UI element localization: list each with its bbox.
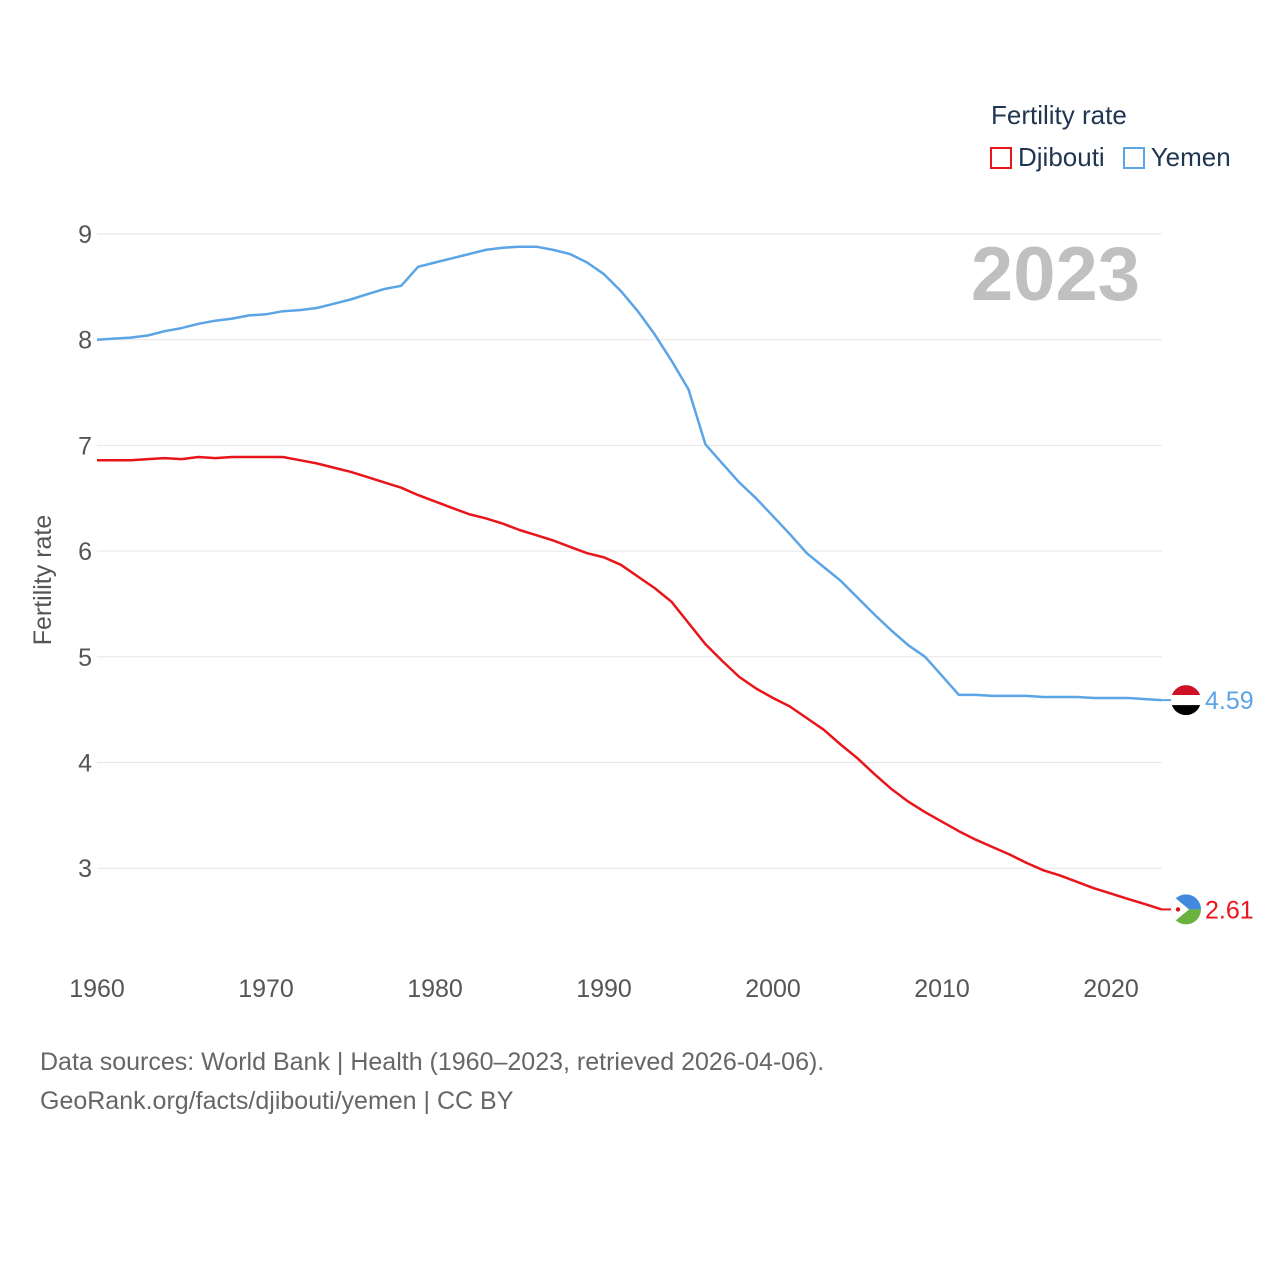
- end-value-labels: 2.61 4.59: [1205, 687, 1254, 924]
- y-tick-label: 9: [78, 221, 92, 249]
- y-tick-label: 7: [78, 432, 92, 460]
- x-tick-label: 2020: [1083, 975, 1139, 1003]
- end-label-yemen: 4.59: [1205, 687, 1254, 715]
- footer-sources: Data sources: World Bank | Health (1960–…: [40, 1048, 825, 1076]
- legend-title: Fertility rate: [991, 100, 1127, 130]
- footer-link[interactable]: GeoRank.org/facts/djibouti/yemen | CC BY: [40, 1087, 514, 1115]
- x-tick-label: 2000: [745, 975, 801, 1003]
- legend-item-yemen[interactable]: Yemen: [1122, 142, 1231, 173]
- legend-item-djibouti[interactable]: Djibouti: [990, 142, 1105, 173]
- legend: Djibouti Yemen: [990, 142, 1249, 173]
- legend-swatch-djibouti: [990, 146, 1012, 169]
- footer: Data sources: World Bank | Health (1960–…: [40, 1043, 824, 1121]
- y-tick-label: 3: [78, 855, 92, 883]
- x-tick-label: 1970: [238, 975, 294, 1003]
- y-axis-ticks: 3 4 5 6 7 8 9: [78, 221, 92, 883]
- end-markers: [1171, 685, 1201, 925]
- legend-label-djibouti: Djibouti: [1018, 142, 1105, 172]
- y-tick-label: 8: [78, 327, 92, 355]
- y-tick-label: 6: [78, 538, 92, 566]
- legend-swatch-yemen: [1122, 146, 1145, 169]
- yemen-flag-icon: [1171, 685, 1201, 716]
- legend-label-yemen: Yemen: [1150, 142, 1231, 172]
- y-tick-label: 5: [78, 644, 92, 672]
- grid-lines: [97, 233, 1162, 869]
- series-line-yemen: [96, 245, 1162, 702]
- x-tick-label: 1990: [576, 975, 632, 1003]
- year-label: 2023: [971, 232, 1140, 317]
- end-label-djibouti: 2.61: [1205, 896, 1254, 924]
- series-line-djibouti: [97, 455, 1163, 911]
- x-axis-ticks: 1960 1970 1980 1990 2000 2010 2020: [69, 975, 1139, 1003]
- djibouti-flag-icon: [1171, 894, 1201, 925]
- y-tick-label: 4: [78, 750, 92, 778]
- x-tick-label: 1960: [69, 975, 125, 1003]
- x-tick-label: 1980: [407, 975, 463, 1003]
- series-lines: [96, 245, 1172, 911]
- x-tick-label: 2010: [914, 975, 970, 1003]
- y-axis-label: Fertility rate: [29, 515, 57, 646]
